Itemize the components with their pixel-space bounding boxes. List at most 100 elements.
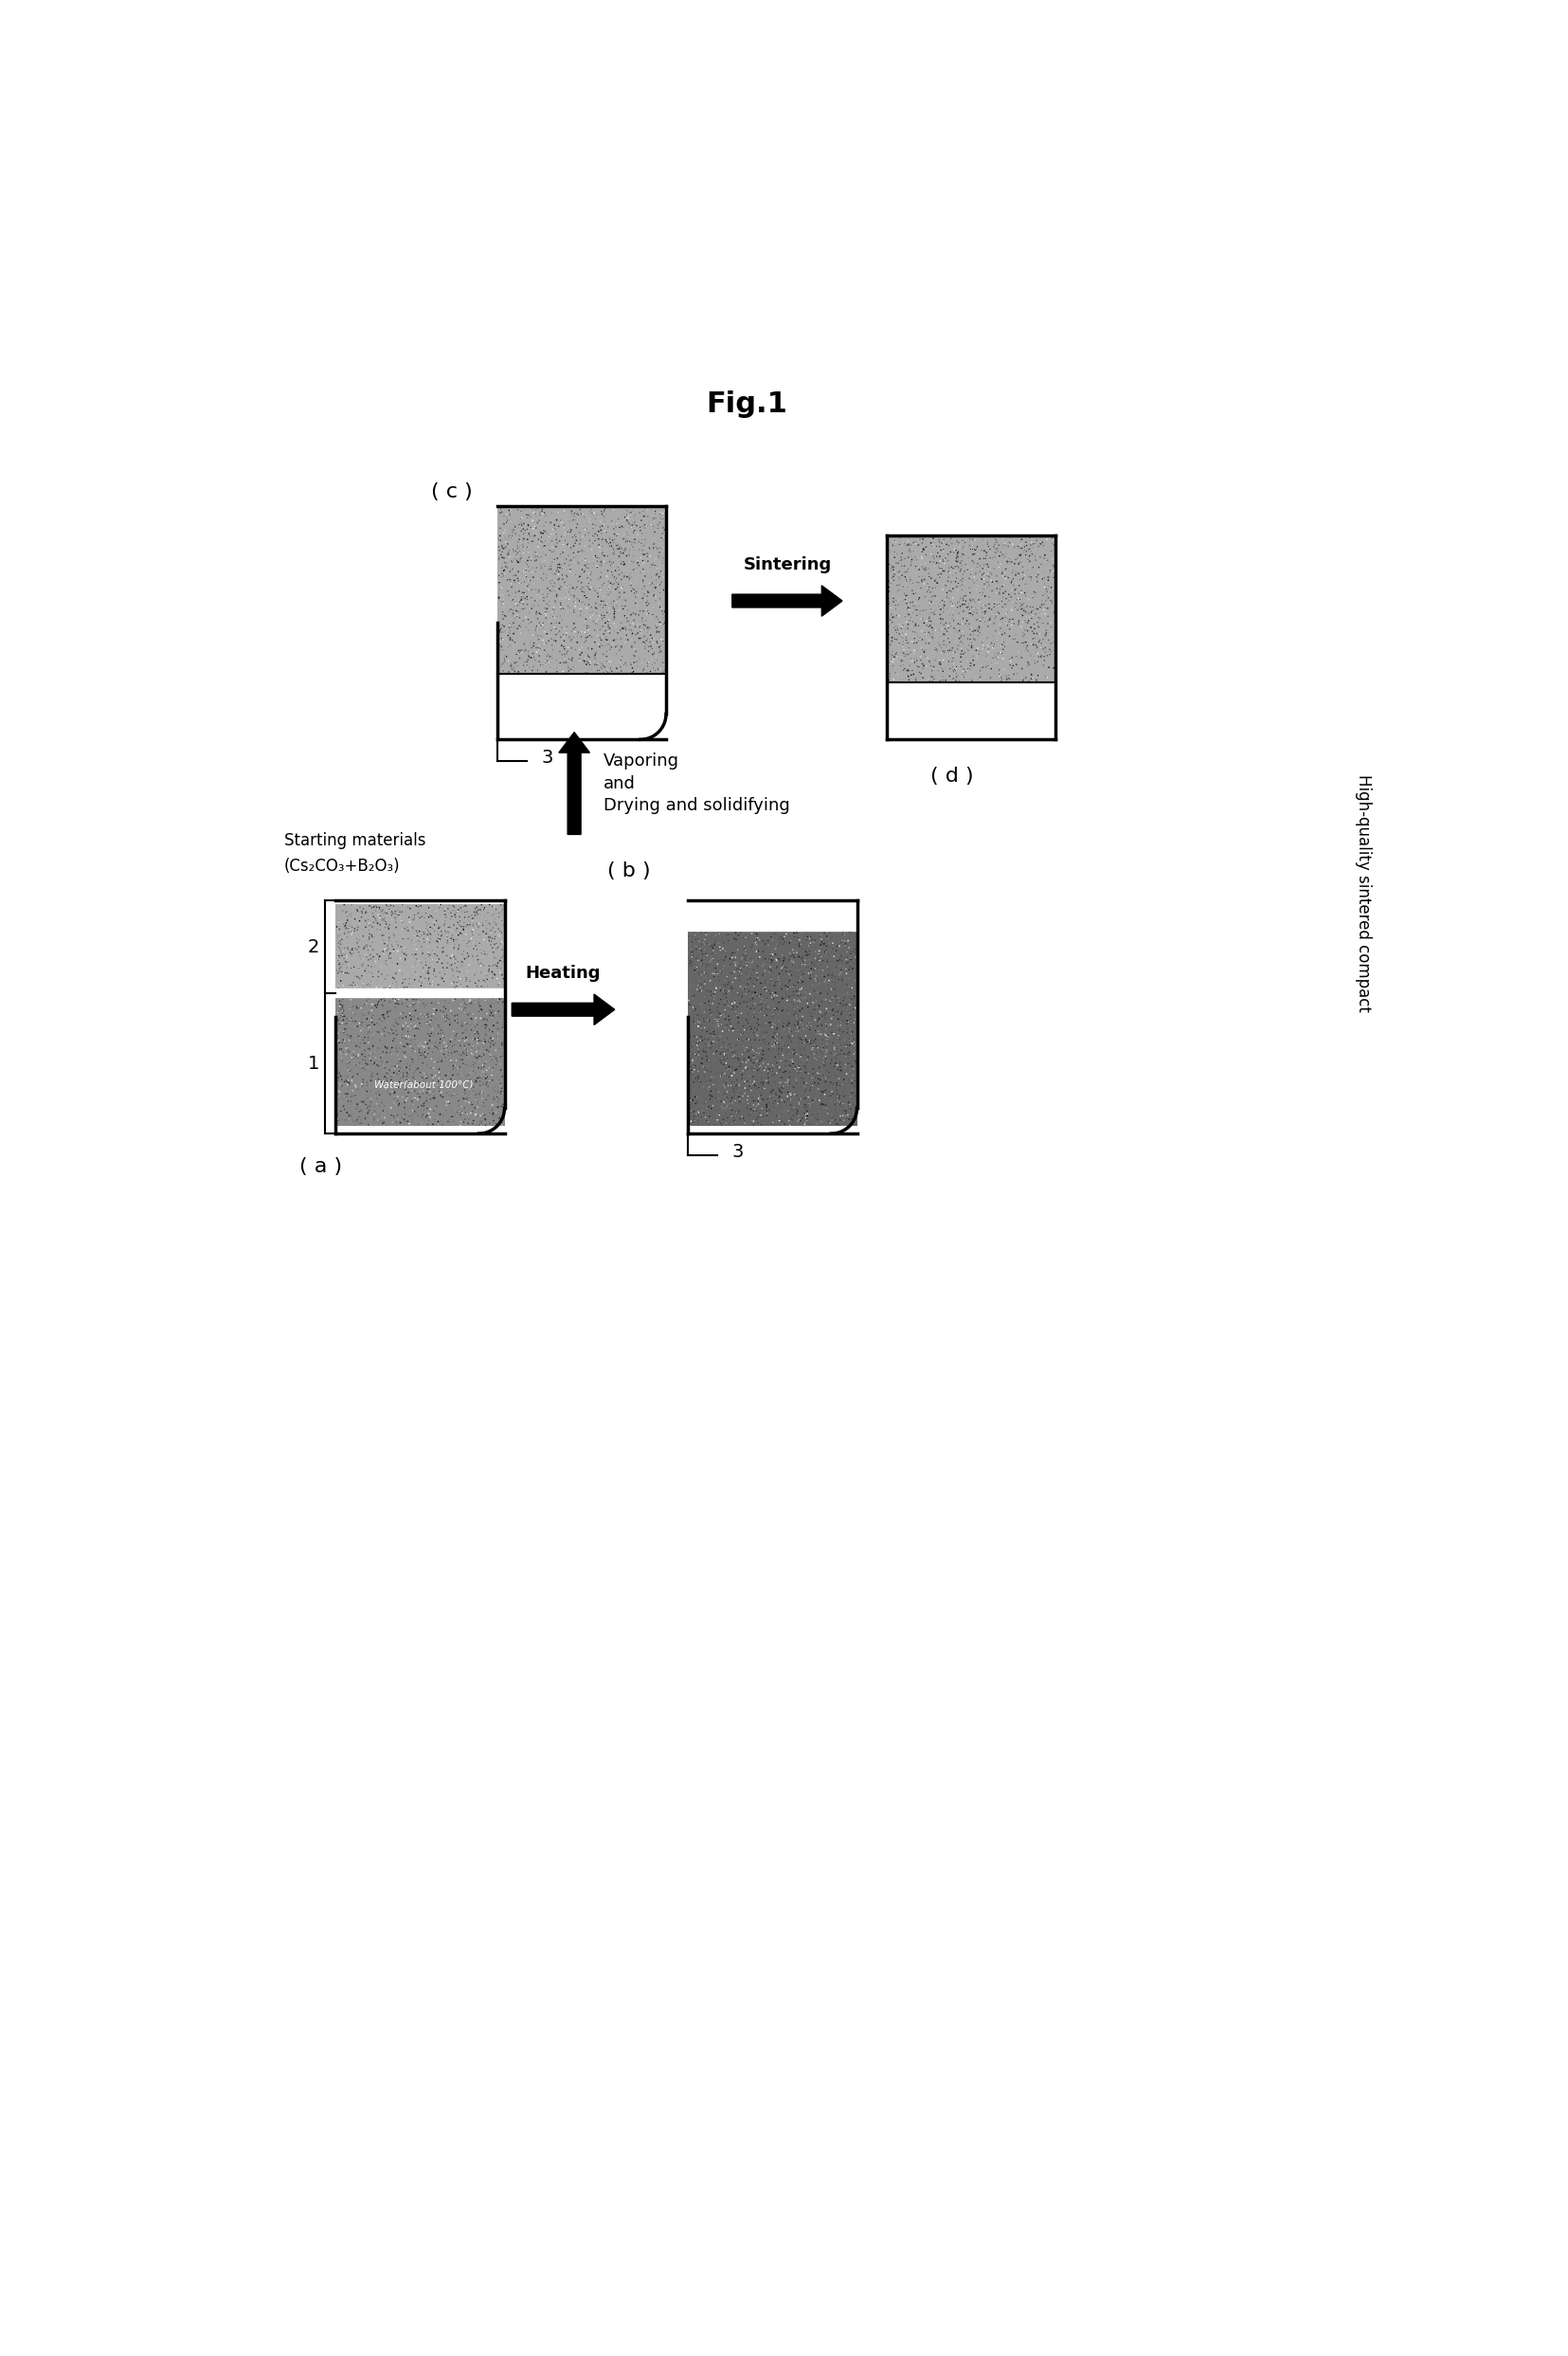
Point — [952, 547, 977, 584]
Point — [684, 1037, 709, 1074]
Point — [392, 961, 417, 999]
Point — [495, 525, 521, 563]
Point — [751, 982, 776, 1020]
Point — [709, 1030, 734, 1067]
Point — [765, 961, 790, 999]
Point — [557, 514, 582, 551]
Point — [764, 1011, 789, 1048]
Point — [362, 947, 387, 985]
Point — [533, 537, 558, 575]
Point — [481, 957, 506, 994]
Point — [914, 603, 939, 641]
Point — [416, 954, 441, 992]
Point — [466, 940, 491, 978]
Point — [350, 1048, 375, 1086]
Point — [975, 565, 1000, 603]
Point — [925, 556, 950, 594]
Point — [353, 1098, 378, 1136]
Point — [463, 985, 488, 1023]
Point — [637, 551, 662, 589]
Point — [392, 1096, 417, 1133]
Point — [436, 909, 461, 947]
Point — [444, 1063, 469, 1100]
Point — [466, 905, 491, 942]
Point — [588, 492, 613, 530]
Point — [718, 940, 743, 978]
Point — [764, 947, 789, 985]
Point — [405, 980, 430, 1018]
Point — [566, 544, 591, 582]
Point — [993, 594, 1018, 631]
Point — [477, 1011, 502, 1048]
Point — [596, 589, 621, 627]
Point — [732, 1030, 757, 1067]
Point — [960, 629, 985, 667]
Point — [370, 1015, 395, 1053]
Point — [801, 949, 826, 987]
Point — [806, 1001, 831, 1039]
Point — [693, 938, 718, 975]
Point — [919, 608, 944, 646]
Point — [450, 1103, 475, 1140]
Point — [687, 921, 712, 959]
Point — [770, 980, 795, 1018]
Point — [470, 1096, 495, 1133]
Point — [499, 488, 524, 525]
Point — [1032, 629, 1057, 667]
Point — [891, 646, 916, 683]
Point — [776, 1004, 801, 1041]
Point — [771, 942, 797, 980]
Point — [326, 947, 351, 985]
Point — [622, 502, 648, 540]
Point — [964, 641, 989, 679]
Point — [577, 646, 602, 683]
Point — [459, 912, 485, 949]
Point — [348, 1098, 373, 1136]
Point — [406, 1011, 431, 1048]
Point — [403, 1037, 428, 1074]
Point — [681, 1098, 706, 1136]
Point — [475, 893, 500, 931]
Point — [513, 608, 538, 646]
Point — [331, 1020, 356, 1058]
Point — [447, 1060, 472, 1098]
Point — [1027, 638, 1052, 676]
Point — [1013, 532, 1038, 570]
Point — [916, 598, 941, 636]
Point — [444, 1018, 469, 1055]
Point — [412, 959, 437, 997]
Point — [525, 525, 550, 563]
Point — [776, 1018, 801, 1055]
Point — [488, 1074, 513, 1112]
Point — [809, 961, 834, 999]
Point — [491, 575, 516, 613]
Point — [792, 1060, 817, 1098]
Point — [1019, 535, 1044, 573]
Point — [814, 1046, 839, 1084]
Point — [804, 990, 829, 1027]
Point — [359, 1027, 384, 1065]
Point — [489, 1086, 514, 1124]
Point — [797, 1041, 822, 1079]
Point — [812, 931, 837, 968]
Point — [524, 535, 549, 573]
Point — [601, 530, 626, 568]
Point — [792, 1103, 817, 1140]
Point — [458, 1053, 483, 1091]
Point — [405, 1088, 430, 1126]
Point — [646, 523, 671, 561]
Point — [328, 945, 353, 982]
Point — [433, 912, 458, 949]
Point — [764, 1103, 789, 1140]
Point — [1032, 615, 1057, 653]
Point — [728, 954, 753, 992]
Point — [911, 634, 936, 671]
Point — [602, 558, 627, 596]
Point — [782, 1074, 808, 1112]
Point — [411, 1060, 436, 1098]
Point — [486, 954, 511, 992]
Point — [637, 537, 662, 575]
Point — [571, 575, 596, 613]
Point — [359, 1046, 384, 1084]
Point — [924, 537, 949, 575]
